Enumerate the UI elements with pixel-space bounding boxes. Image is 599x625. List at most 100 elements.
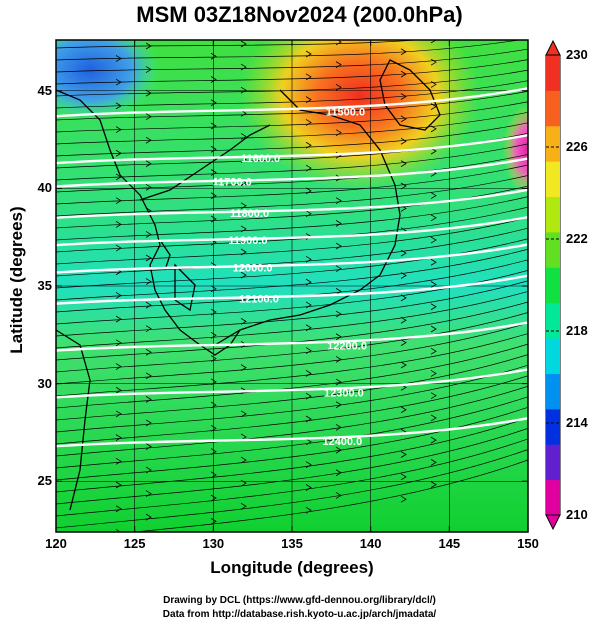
streamline — [56, 101, 528, 133]
wind-arrow — [430, 58, 437, 66]
wind-arrow — [115, 55, 122, 62]
wind-arrow — [240, 63, 247, 71]
wind-arrow — [210, 192, 217, 200]
x-tick-label: 130 — [202, 536, 225, 551]
streamline — [56, 291, 528, 349]
wind-arrow — [115, 410, 122, 418]
streamline — [56, 175, 528, 217]
x-tick-label: 120 — [45, 536, 67, 551]
colorbar-swatch — [546, 267, 560, 304]
contour-line — [56, 157, 528, 188]
colorbar — [545, 39, 561, 531]
wind-arrow — [430, 347, 437, 355]
streamline — [56, 143, 528, 181]
streamline — [56, 396, 528, 469]
wind-arrow — [335, 197, 342, 205]
contour-label: 12100.0 — [239, 294, 279, 306]
wind-arrow — [400, 473, 407, 481]
wind-arrow — [335, 83, 342, 91]
wind-arrow — [145, 254, 152, 262]
contour-line — [56, 274, 528, 305]
wind-arrow — [145, 490, 152, 497]
wind-arrow — [240, 502, 247, 510]
wind-arrow — [145, 183, 152, 191]
wind-arrow — [305, 119, 312, 126]
wind-arrow — [430, 125, 437, 133]
wind-arrow — [305, 164, 312, 172]
wind-arrow — [305, 484, 312, 491]
wind-arrow — [115, 126, 122, 133]
wind-arrow — [400, 93, 407, 100]
streamline — [56, 59, 528, 85]
x-tick-label: 150 — [517, 536, 539, 551]
wind-arrow — [305, 438, 312, 446]
wind-arrow — [335, 61, 342, 68]
wind-arrow — [430, 414, 437, 422]
wind-arrow — [400, 249, 407, 257]
wind-arrow — [115, 292, 122, 299]
wind-arrow — [305, 415, 312, 423]
wind-arrow — [115, 529, 122, 532]
wind-arrow — [240, 456, 247, 464]
streamline — [56, 48, 528, 73]
wind-arrow — [430, 214, 437, 222]
wind-arrow — [335, 242, 342, 250]
wind-arrow — [305, 210, 312, 218]
streamline — [56, 196, 528, 241]
wind-arrow — [145, 160, 152, 168]
y-tick-label: 25 — [37, 473, 52, 489]
contour-line — [56, 368, 528, 399]
x-tick-label: 135 — [281, 536, 303, 551]
wind-arrow — [400, 70, 407, 78]
wind-arrow — [145, 66, 152, 73]
contour-line — [56, 417, 528, 448]
wind-arrow — [145, 136, 152, 144]
wind-arrow — [400, 495, 407, 503]
streamline — [56, 154, 528, 193]
wind-arrow — [335, 401, 342, 409]
streamline — [56, 312, 528, 373]
wind-arrow — [430, 258, 437, 266]
streamline — [56, 122, 528, 157]
streamline — [56, 40, 521, 61]
wind-arrow — [335, 356, 342, 363]
wind-arrow — [240, 271, 247, 279]
wind-arrow — [305, 187, 312, 195]
wind-arrow — [305, 347, 312, 354]
wind-arrow — [210, 169, 217, 176]
wind-arrow — [430, 236, 437, 244]
wind-arrow — [400, 272, 407, 279]
wind-arrow — [430, 281, 437, 288]
colorbar-tick-label: 210 — [566, 507, 588, 522]
wind-arrow — [335, 446, 342, 454]
wind-arrow — [430, 325, 437, 333]
wind-arrow — [430, 192, 437, 199]
contour-label: 11600.0 — [241, 153, 280, 165]
x-axis-label: Longitude (degrees) — [210, 558, 374, 577]
wind-arrow — [210, 76, 217, 83]
streamline — [56, 449, 528, 529]
warm-region — [240, 40, 480, 190]
streamline — [56, 322, 528, 385]
wind-arrow — [305, 324, 312, 332]
wind-arrow — [115, 102, 122, 110]
wind-arrow — [400, 451, 407, 458]
wind-arrow — [210, 52, 217, 60]
wind-arrow — [210, 448, 217, 455]
contour-line — [56, 215, 528, 247]
wind-arrow — [145, 348, 152, 356]
streamline — [131, 459, 528, 532]
contour-label: 12400.0 — [322, 436, 362, 448]
colorbar-swatch — [546, 90, 560, 127]
wind-arrow — [400, 361, 407, 369]
height-contours: 11500.0 11600.0 11700.0 11800.0 11900.0 12000… — [56, 87, 528, 448]
streamline — [56, 333, 528, 397]
contour-label: 11500.0 — [326, 106, 365, 118]
streamline — [56, 428, 528, 505]
wind-arrow — [305, 392, 312, 400]
wind-arrow — [335, 469, 342, 477]
wind-arrow — [210, 355, 217, 362]
cold-region-northwest — [56, 40, 160, 120]
wind-arrow — [145, 89, 152, 97]
